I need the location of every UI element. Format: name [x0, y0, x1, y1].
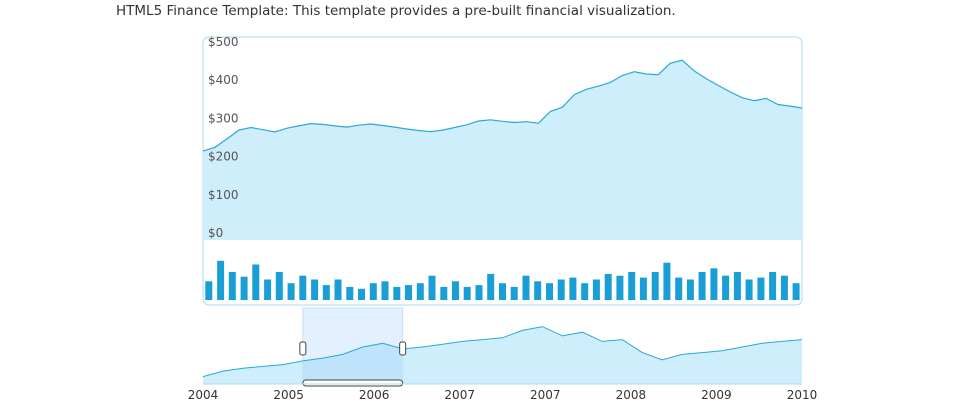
volume-bar	[487, 273, 495, 300]
volume-bar	[686, 279, 694, 300]
volume-bar	[358, 288, 365, 300]
volume-bar	[733, 272, 741, 300]
volume-bar	[639, 277, 647, 300]
x-tick-label: 2004	[188, 388, 219, 402]
volume-bar	[722, 275, 730, 300]
volume-bar	[710, 268, 718, 300]
navigator-x-axis: 2004 2005 2006 2007 2007 2008 2009 2010	[188, 388, 818, 402]
volume-bar	[581, 283, 589, 300]
volume-bar	[745, 279, 753, 300]
x-tick-label: 2007	[530, 388, 561, 402]
volume-bar	[546, 283, 553, 300]
y-tick-label: $300	[208, 111, 239, 125]
volume-bar	[522, 275, 530, 300]
x-tick-label: 2008	[616, 388, 647, 402]
volume-bar	[675, 277, 683, 300]
y-tick-label: $400	[208, 73, 239, 87]
y-tick-label: $100	[208, 188, 239, 202]
volume-bar	[557, 279, 565, 300]
volume-bar	[569, 277, 577, 300]
x-tick-label: 2010	[787, 388, 818, 402]
x-tick-label: 2005	[273, 388, 304, 402]
volume-bar	[252, 264, 260, 300]
x-tick-label: 2007	[444, 388, 475, 402]
volume-bar	[369, 283, 377, 300]
volume-bar	[322, 285, 330, 300]
price-area	[203, 60, 802, 240]
volume-bar	[416, 283, 424, 300]
price-line	[202, 59, 803, 152]
x-tick-label: 2009	[701, 388, 732, 402]
x-tick-label: 2006	[359, 388, 390, 402]
page-caption: HTML5 Finance Template: This template pr…	[116, 3, 676, 19]
volume-bar	[334, 279, 342, 300]
y-tick-label: $0	[208, 226, 223, 240]
volume-bar	[240, 276, 248, 300]
volume-bar	[299, 275, 307, 300]
navigator-area	[203, 326, 802, 384]
volume-bar	[440, 286, 448, 300]
volume-bar	[475, 285, 483, 300]
volume-bar	[769, 272, 777, 300]
volume-bar	[592, 279, 600, 300]
volume-bar	[287, 283, 295, 300]
y-tick-label: $200	[208, 150, 239, 164]
navigator-selected-area	[302, 343, 403, 384]
volume-bar	[663, 262, 671, 300]
volume-bar	[405, 285, 412, 300]
volume-bar	[217, 260, 225, 300]
volume-bar	[651, 272, 659, 300]
volume-bar	[499, 283, 506, 300]
volume-bar	[228, 272, 236, 300]
volume-bar	[616, 275, 624, 300]
volume-bar	[780, 275, 788, 300]
volume-bar	[534, 281, 542, 300]
navigator-line	[202, 326, 803, 378]
price-panel: $500 $400 $300 $200 $100 $0	[202, 35, 803, 306]
navigator-handle-left[interactable]	[299, 341, 307, 356]
volume-bar	[428, 275, 436, 300]
y-tick-label: $500	[208, 35, 239, 49]
volume-bar	[275, 272, 283, 300]
volume-bar	[452, 281, 459, 300]
volume-bar	[628, 272, 636, 300]
volume-bar	[346, 286, 354, 300]
volume-bar	[604, 273, 612, 300]
price-y-axis: $500 $400 $300 $200 $100 $0	[208, 35, 239, 240]
volume-bar	[792, 283, 800, 300]
volume-bar	[757, 277, 765, 300]
volume-bar	[311, 279, 319, 300]
volume-bar	[393, 286, 401, 300]
volume-bar	[381, 281, 389, 300]
volume-bar	[463, 286, 471, 300]
volume-bar	[698, 272, 706, 300]
navigator-scrollbar[interactable]	[302, 379, 404, 387]
volume-bar	[205, 281, 213, 300]
volume-bar	[264, 279, 272, 300]
navigator-panel[interactable]: 2004 2005 2006 2007 2007 2008 2009 2010	[188, 307, 818, 402]
volume-panel	[205, 260, 800, 300]
volume-bar	[510, 286, 518, 300]
navigator-handle-right[interactable]	[399, 341, 407, 356]
